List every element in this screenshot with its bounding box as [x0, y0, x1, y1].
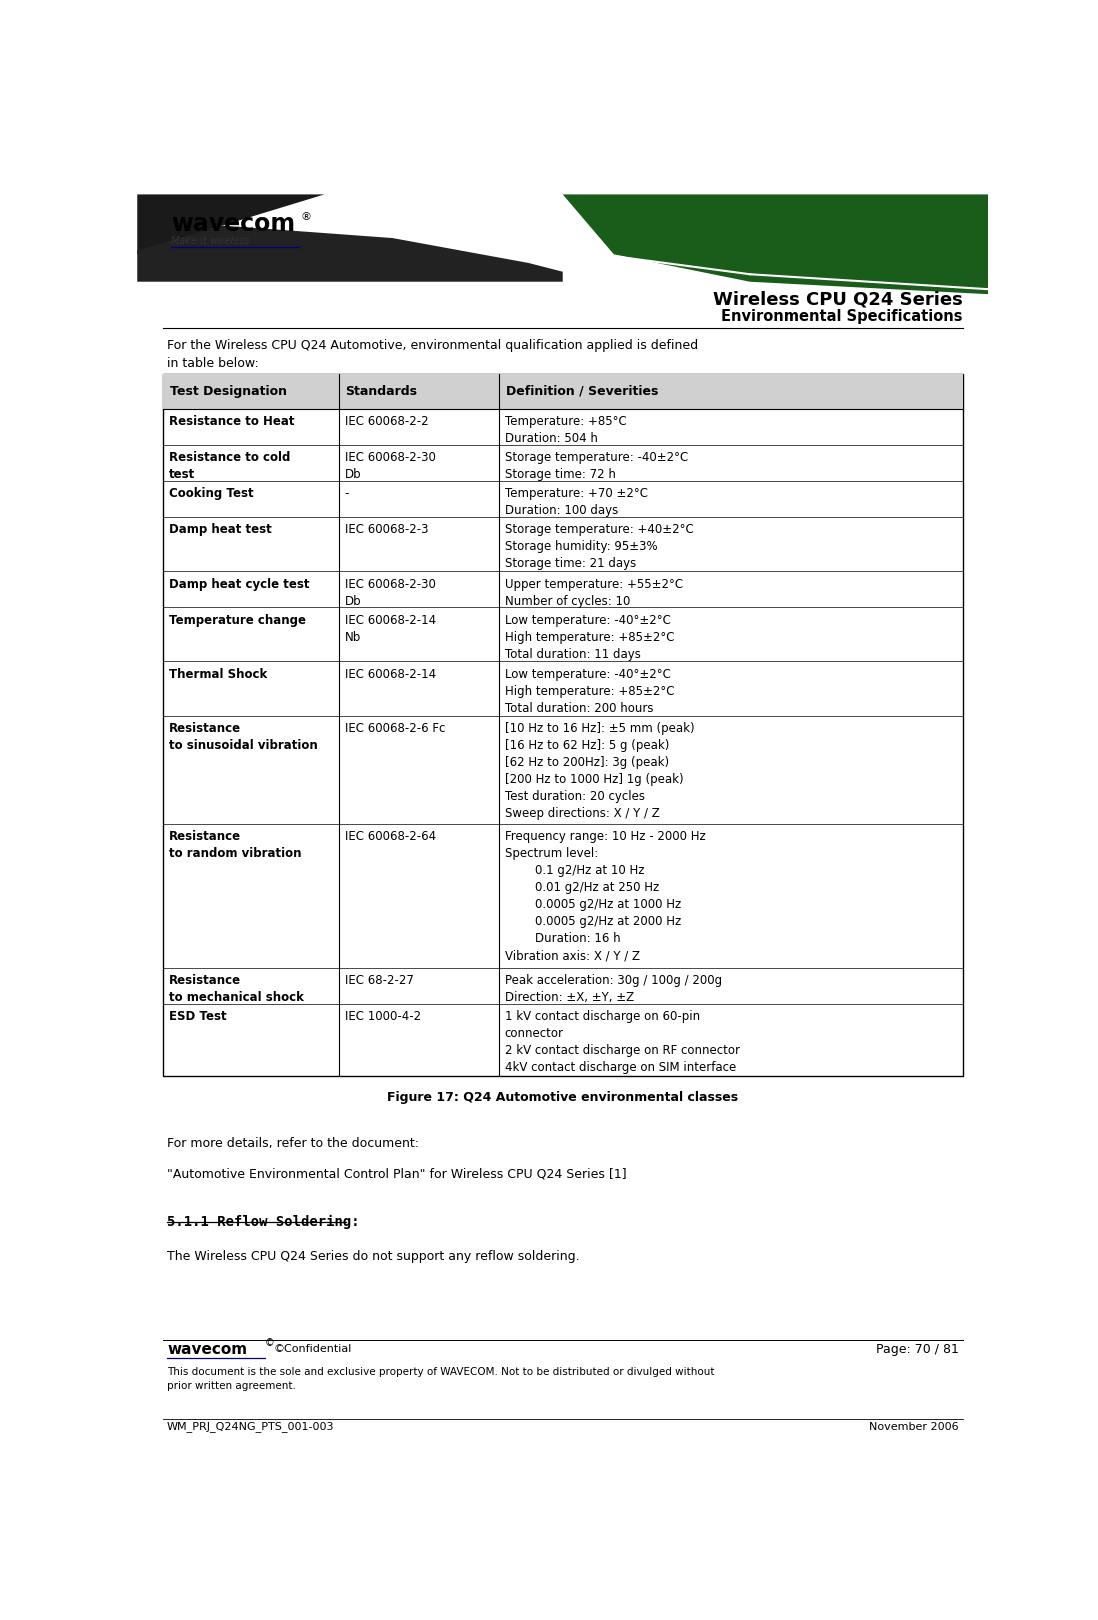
Text: Upper temperature: +55±2°C
Number of cycles: 10: Upper temperature: +55±2°C Number of cyc…	[505, 577, 683, 608]
Text: IEC 60068-2-30
Db: IEC 60068-2-30 Db	[345, 577, 436, 608]
Polygon shape	[137, 225, 563, 282]
Text: Low temperature: -40°±2°C
High temperature: +85±2°C
Total duration: 11 days: Low temperature: -40°±2°C High temperatu…	[505, 614, 674, 661]
Text: IEC 60068-2-30
Db: IEC 60068-2-30 Db	[345, 452, 436, 481]
Text: IEC 1000-4-2: IEC 1000-4-2	[345, 1011, 421, 1024]
Text: Resistance to cold
test: Resistance to cold test	[169, 452, 290, 481]
Text: Figure 17: Q24 Automotive environmental classes: Figure 17: Q24 Automotive environmental …	[388, 1090, 738, 1103]
Text: WM_PRJ_Q24NG_PTS_001-003: WM_PRJ_Q24NG_PTS_001-003	[167, 1421, 335, 1432]
Text: IEC 68-2-27: IEC 68-2-27	[345, 974, 414, 987]
Text: IEC 60068-2-64: IEC 60068-2-64	[345, 829, 436, 842]
Text: For the Wireless CPU Q24 Automotive, environmental qualification applied is defi: For the Wireless CPU Q24 Automotive, env…	[167, 339, 698, 369]
Text: Resistance
to sinusoidal vibration: Resistance to sinusoidal vibration	[169, 723, 317, 752]
Text: Definition / Severities: Definition / Severities	[505, 386, 658, 399]
Text: IEC 60068-2-2: IEC 60068-2-2	[345, 415, 428, 428]
Text: Wireless CPU Q24 Series: Wireless CPU Q24 Series	[713, 290, 963, 308]
Text: Page: 70 / 81: Page: 70 / 81	[875, 1343, 959, 1356]
Text: wavecom: wavecom	[167, 1341, 247, 1358]
Text: [10 Hz to 16 Hz]: ±5 mm (peak)
[16 Hz to 62 Hz]: 5 g (peak)
[62 Hz to 200Hz]: 3g: [10 Hz to 16 Hz]: ±5 mm (peak) [16 Hz to…	[505, 723, 694, 820]
Text: November 2006: November 2006	[869, 1422, 959, 1432]
Text: Storage temperature: +40±2°C
Storage humidity: 95±3%
Storage time: 21 days: Storage temperature: +40±2°C Storage hum…	[505, 523, 694, 570]
Text: Peak acceleration: 30g / 100g / 200g
Direction: ±X, ±Y, ±Z: Peak acceleration: 30g / 100g / 200g Dir…	[505, 974, 721, 1004]
Text: Damp heat test: Damp heat test	[169, 523, 271, 536]
Text: Temperature: +85°C
Duration: 504 h: Temperature: +85°C Duration: 504 h	[505, 415, 627, 446]
Text: Temperature: +70 ±2°C
Duration: 100 days: Temperature: +70 ±2°C Duration: 100 days	[505, 488, 648, 517]
Text: "Automotive Environmental Control Plan" for Wireless CPU Q24 Series [1]: "Automotive Environmental Control Plan" …	[167, 1168, 627, 1181]
Text: -: -	[345, 488, 349, 501]
Text: IEC 60068-2-6 Fc: IEC 60068-2-6 Fc	[345, 723, 445, 735]
Text: IEC 60068-2-14
Nb: IEC 60068-2-14 Nb	[345, 614, 436, 643]
Bar	[163, 374, 339, 408]
Bar	[163, 374, 963, 1076]
Text: Damp heat cycle test: Damp heat cycle test	[169, 577, 310, 591]
Text: ©: ©	[265, 1338, 274, 1348]
Text: Standards: Standards	[346, 386, 417, 399]
Text: Resistance
to mechanical shock: Resistance to mechanical shock	[169, 974, 304, 1004]
Text: Environmental Specifications: Environmental Specifications	[721, 309, 963, 324]
Text: 1 kV contact discharge on 60-pin
connector
2 kV contact discharge on RF connecto: 1 kV contact discharge on 60-pin connect…	[505, 1011, 740, 1074]
Text: IEC 60068-2-14: IEC 60068-2-14	[345, 667, 436, 680]
Polygon shape	[563, 194, 988, 295]
Bar	[498, 374, 963, 408]
Bar	[339, 374, 498, 408]
Text: Make it wireless: Make it wireless	[171, 235, 250, 246]
Text: 5.1.1 Reflow Soldering:: 5.1.1 Reflow Soldering:	[167, 1215, 360, 1230]
Text: Frequency range: 10 Hz - 2000 Hz
Spectrum level:
        0.1 g2/Hz at 10 Hz
    : Frequency range: 10 Hz - 2000 Hz Spectru…	[505, 829, 705, 962]
Text: For more details, refer to the document:: For more details, refer to the document:	[167, 1137, 419, 1150]
Text: ©Confidential: ©Confidential	[273, 1345, 351, 1354]
Text: Low temperature: -40°±2°C
High temperature: +85±2°C
Total duration: 200 hours: Low temperature: -40°±2°C High temperatu…	[505, 667, 674, 714]
Text: Cooking Test: Cooking Test	[169, 488, 254, 501]
Text: Resistance
to random vibration: Resistance to random vibration	[169, 829, 301, 860]
Text: ®: ®	[301, 212, 312, 222]
Text: Test Designation: Test Designation	[169, 386, 287, 399]
Text: IEC 60068-2-3: IEC 60068-2-3	[345, 523, 428, 536]
Text: This document is the sole and exclusive property of WAVECOM. Not to be distribut: This document is the sole and exclusive …	[167, 1367, 715, 1392]
Text: Thermal Shock: Thermal Shock	[169, 667, 267, 680]
Text: ESD Test: ESD Test	[169, 1011, 226, 1024]
Text: Storage temperature: -40±2°C
Storage time: 72 h: Storage temperature: -40±2°C Storage tim…	[505, 452, 688, 481]
Text: The Wireless CPU Q24 Series do not support any reflow soldering.: The Wireless CPU Q24 Series do not suppo…	[167, 1249, 580, 1262]
Text: Resistance to Heat: Resistance to Heat	[169, 415, 294, 428]
Text: wavecom: wavecom	[171, 212, 295, 237]
Text: Temperature change: Temperature change	[169, 614, 305, 627]
Polygon shape	[137, 194, 325, 254]
